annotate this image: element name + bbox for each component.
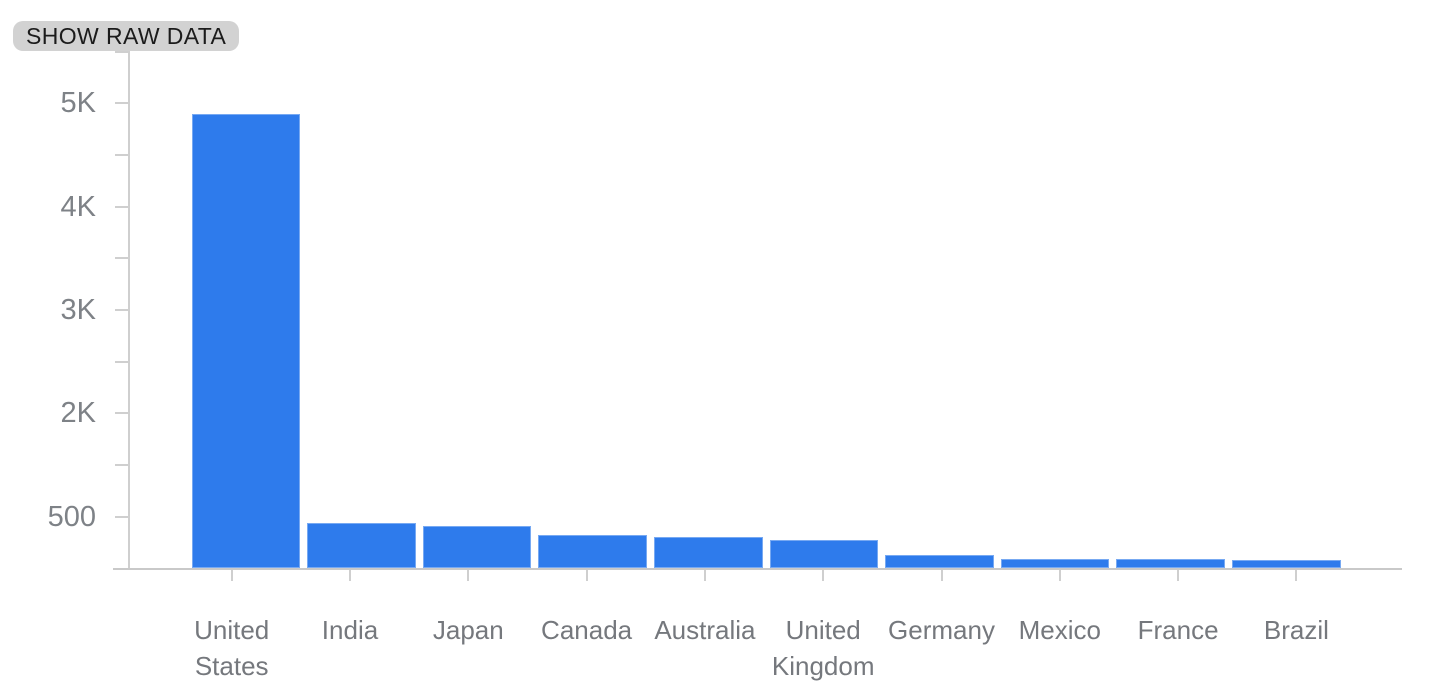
- y-tick: [115, 464, 130, 467]
- x-category-label: Germany: [888, 615, 995, 645]
- y-tick: [115, 205, 130, 208]
- y-tick: [115, 154, 130, 156]
- x-tick: [349, 570, 351, 581]
- y-tick-label: 3K: [60, 294, 96, 327]
- x-category-label: United Kingdom: [771, 615, 875, 681]
- x-tick: [1058, 570, 1061, 581]
- x-tick: [1295, 570, 1298, 581]
- x-category-label: United States: [194, 615, 270, 681]
- x-axis-line: [113, 568, 1402, 570]
- x-tick: [703, 570, 706, 581]
- y-tick: [115, 412, 130, 415]
- y-tick-label: 4K: [60, 190, 96, 223]
- x-category-label: Mexico: [1018, 615, 1101, 645]
- y-tick: [115, 257, 130, 260]
- bar-australia[interactable]: [653, 537, 763, 568]
- x-tick: [1177, 570, 1180, 581]
- bar-canada[interactable]: [538, 535, 647, 568]
- bar-united-kingdom[interactable]: [769, 540, 879, 568]
- x-category-label: India: [321, 615, 379, 645]
- bar-united-states[interactable]: [191, 114, 301, 568]
- x-category-label: France: [1137, 615, 1219, 645]
- y-tick: [115, 515, 130, 518]
- bar-brazil[interactable]: [1232, 560, 1341, 568]
- show-raw-data-button[interactable]: SHOW RAW DATA: [13, 21, 240, 51]
- y-tick: [115, 309, 130, 312]
- y-tick-label: 2K: [60, 397, 96, 430]
- x-category-label: Australia: [654, 615, 756, 645]
- y-tick-label: 500: [47, 500, 96, 533]
- bar-mexico[interactable]: [1000, 559, 1110, 568]
- x-tick: [230, 570, 233, 581]
- bar-france[interactable]: [1116, 559, 1226, 568]
- x-category-label: Brazil: [1263, 615, 1329, 645]
- bar-india[interactable]: [307, 523, 416, 568]
- x-tick: [940, 570, 943, 581]
- y-tick-label: 5K: [60, 87, 96, 120]
- bar-japan[interactable]: [422, 526, 532, 568]
- x-tick: [822, 570, 825, 581]
- y-tick: [115, 102, 130, 105]
- y-tick: [115, 360, 130, 363]
- y-tick: [115, 50, 130, 53]
- x-tick: [467, 570, 470, 581]
- x-category-label: Japan: [432, 615, 504, 645]
- bar-germany[interactable]: [885, 555, 994, 568]
- x-tick: [585, 570, 588, 581]
- x-category-label: Canada: [541, 615, 633, 645]
